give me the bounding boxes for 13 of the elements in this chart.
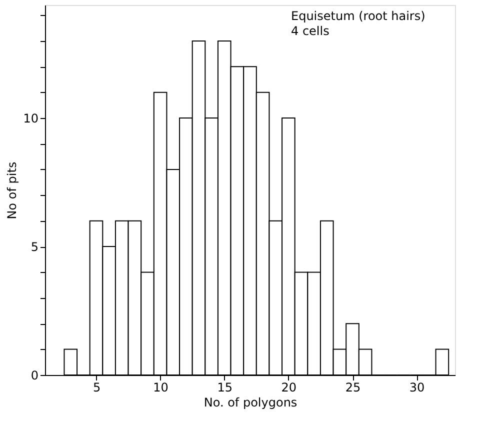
x-tick-label: 25 — [345, 380, 361, 394]
x-tick-label: 5 — [92, 380, 101, 394]
x-axis-title: No. of polygons — [204, 396, 298, 410]
x-tick-label: 10 — [153, 380, 168, 394]
annotation: Equisetum (root hairs) — [291, 9, 426, 23]
x-tick-label: 15 — [217, 380, 233, 394]
y-axis-title: No of pits — [5, 162, 20, 220]
x-tick-label: 20 — [281, 380, 297, 394]
y-tick-label: 10 — [23, 112, 38, 126]
x-tick-label: 30 — [409, 380, 425, 394]
y-tick-label: 0 — [30, 368, 38, 382]
y-tick-label: 5 — [30, 240, 38, 254]
annotation: 4 cells — [291, 24, 330, 38]
